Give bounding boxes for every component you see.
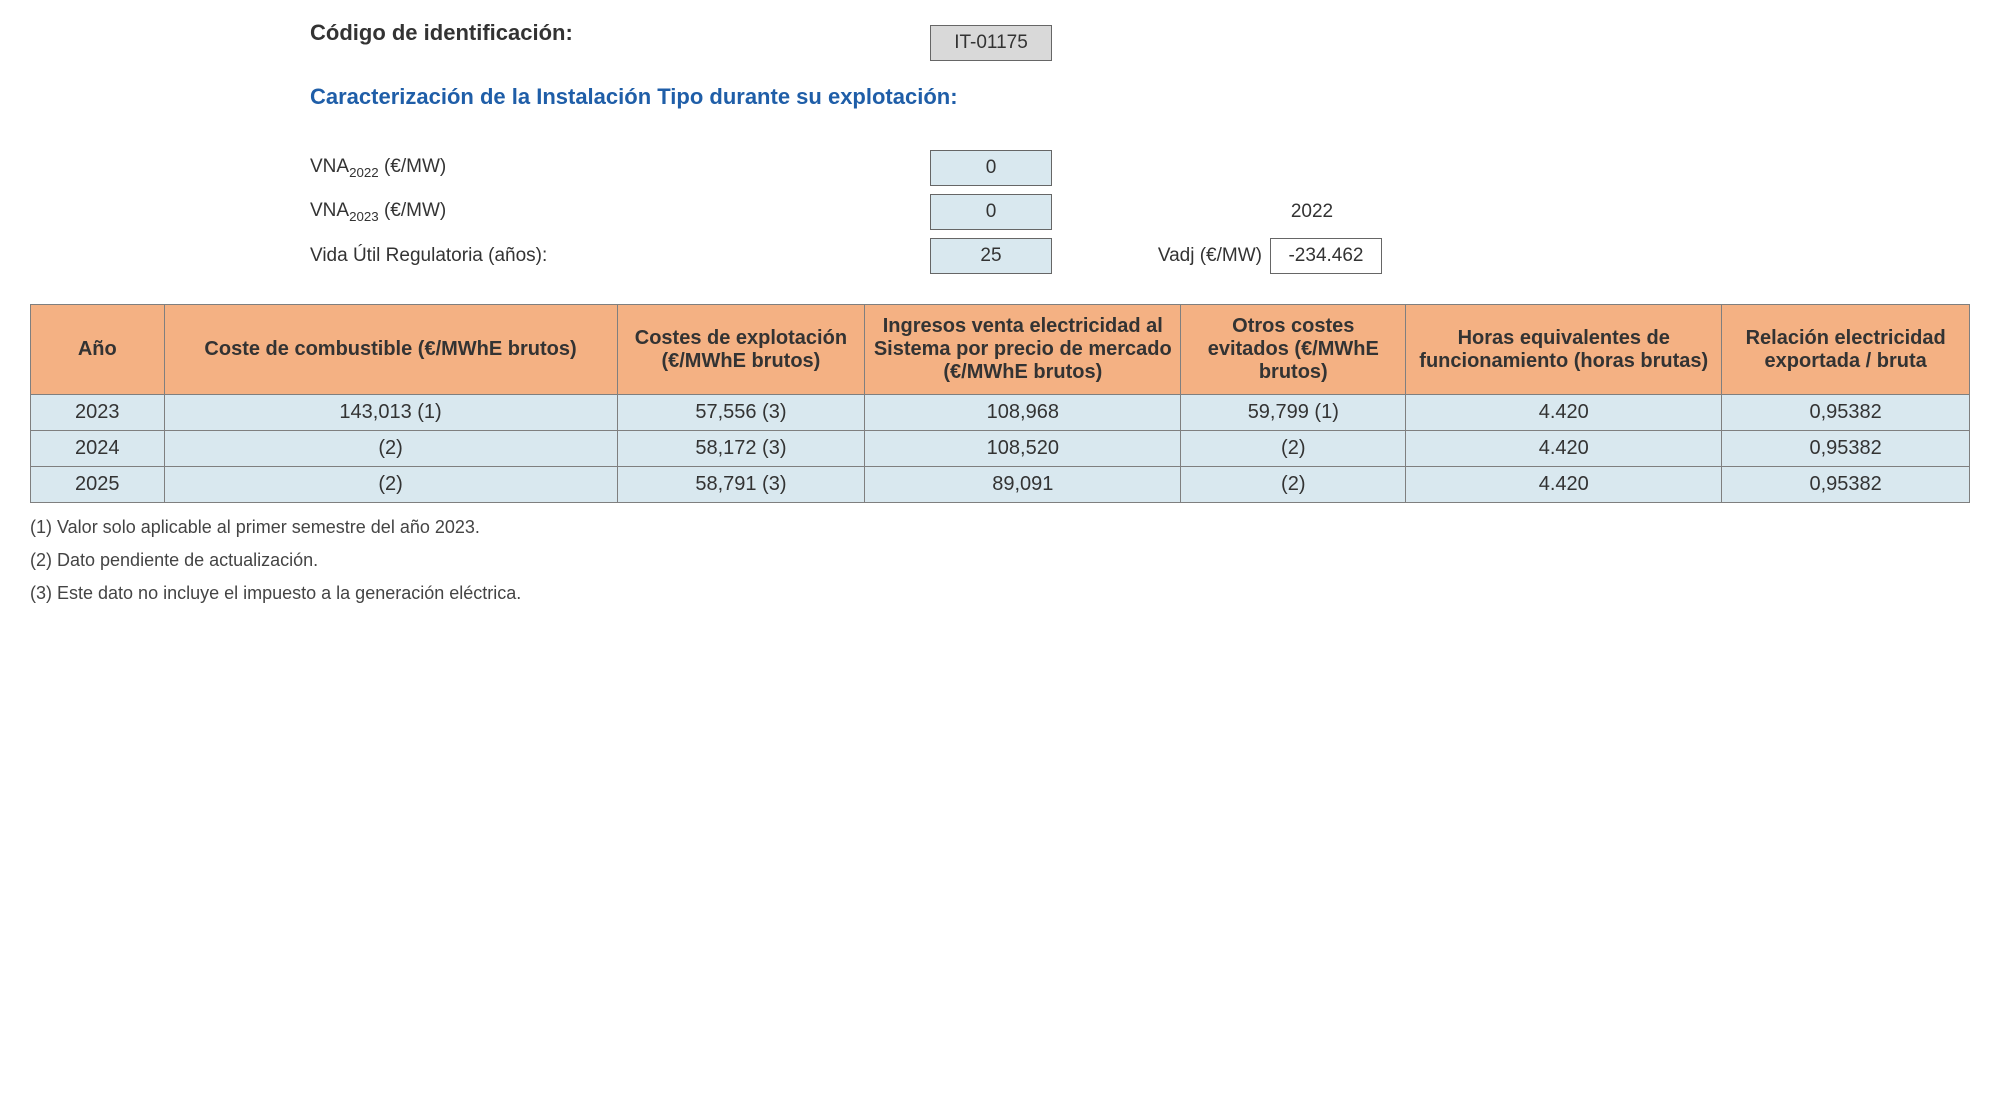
footnotes: (1) Valor solo aplicable al primer semes… <box>30 517 1970 604</box>
page-wrap: Código de identificación: IT-01175 Carac… <box>30 20 1970 604</box>
col-explotacion: Costes de explotación (€/MWhE brutos) <box>617 305 865 395</box>
cell-explotacion: 57,556 (3) <box>617 395 865 431</box>
col-ano: Año <box>31 305 165 395</box>
footnote-3: (3) Este dato no incluye el impuesto a l… <box>30 583 1970 604</box>
caracterizacion-heading: Caracterización de la Instalación Tipo d… <box>310 84 1970 110</box>
cell-combustible: (2) <box>164 467 617 503</box>
cell-relacion: 0,95382 <box>1722 467 1970 503</box>
codigo-value: IT-01175 <box>930 25 1052 61</box>
cell-evitados: 59,799 (1) <box>1181 395 1406 431</box>
header-row: Año Coste de combustible (€/MWhE brutos)… <box>31 305 1970 395</box>
vadj-label: Vadj (€/MW) <box>1112 245 1262 267</box>
cell-ingresos: 89,091 <box>865 467 1181 503</box>
vida-label: Vida Útil Regulatoria (años): <box>310 245 930 267</box>
vna2023-value: 0 <box>930 194 1052 230</box>
table-row: 2023 143,013 (1) 57,556 (3) 108,968 59,7… <box>31 395 1970 431</box>
table-body: 2023 143,013 (1) 57,556 (3) 108,968 59,7… <box>31 395 1970 503</box>
cell-relacion: 0,95382 <box>1722 431 1970 467</box>
table-head: Año Coste de combustible (€/MWhE brutos)… <box>31 305 1970 395</box>
col-relacion: Relación electricidad exportada / bruta <box>1722 305 1970 395</box>
vna2022-sub: 2022 <box>349 165 379 180</box>
year-ref: 2022 <box>1212 201 1412 223</box>
vna2023-prefix: VNA <box>310 200 349 221</box>
cell-ingresos: 108,520 <box>865 431 1181 467</box>
cell-horas: 4.420 <box>1406 395 1722 431</box>
codigo-row: Código de identificación: IT-01175 <box>310 20 1970 66</box>
col-evitados: Otros costes evitados (€/MWhE brutos) <box>1181 305 1406 395</box>
vida-row: Vida Útil Regulatoria (años): 25 Vadj (€… <box>310 238 1970 274</box>
vadj-value: -234.462 <box>1270 238 1382 274</box>
vna2022-row: VNA2022 (€/MW) 0 <box>310 150 1970 186</box>
cell-combustible: 143,013 (1) <box>164 395 617 431</box>
cell-ano: 2025 <box>31 467 165 503</box>
footnote-2: (2) Dato pendiente de actualización. <box>30 550 1970 571</box>
cell-horas: 4.420 <box>1406 467 1722 503</box>
cell-ano: 2024 <box>31 431 165 467</box>
footnote-1: (1) Valor solo aplicable al primer semes… <box>30 517 1970 538</box>
col-ingresos: Ingresos venta electricidad al Sistema p… <box>865 305 1181 395</box>
vna2023-unit: (€/MW) <box>379 200 447 221</box>
vna2022-value: 0 <box>930 150 1052 186</box>
data-table: Año Coste de combustible (€/MWhE brutos)… <box>30 304 1970 503</box>
table-row: 2025 (2) 58,791 (3) 89,091 (2) 4.420 0,9… <box>31 467 1970 503</box>
header-area: Código de identificación: IT-01175 Carac… <box>310 20 1970 274</box>
cell-evitados: (2) <box>1181 431 1406 467</box>
col-horas: Horas equivalentes de funcionamiento (ho… <box>1406 305 1722 395</box>
vida-value: 25 <box>930 238 1052 274</box>
vna2022-prefix: VNA <box>310 156 349 177</box>
vna2023-label: VNA2023 (€/MW) <box>310 200 930 224</box>
vna2023-sub: 2023 <box>349 209 379 224</box>
cell-evitados: (2) <box>1181 467 1406 503</box>
cell-relacion: 0,95382 <box>1722 395 1970 431</box>
vna2022-label: VNA2022 (€/MW) <box>310 156 930 180</box>
col-combustible: Coste de combustible (€/MWhE brutos) <box>164 305 617 395</box>
cell-horas: 4.420 <box>1406 431 1722 467</box>
cell-combustible: (2) <box>164 431 617 467</box>
cell-explotacion: 58,172 (3) <box>617 431 865 467</box>
codigo-label: Código de identificación: <box>310 20 930 46</box>
cell-ingresos: 108,968 <box>865 395 1181 431</box>
vna2023-row: VNA2023 (€/MW) 0 2022 <box>310 194 1970 230</box>
vna2022-unit: (€/MW) <box>379 156 447 177</box>
table-row: 2024 (2) 58,172 (3) 108,520 (2) 4.420 0,… <box>31 431 1970 467</box>
cell-explotacion: 58,791 (3) <box>617 467 865 503</box>
cell-ano: 2023 <box>31 395 165 431</box>
